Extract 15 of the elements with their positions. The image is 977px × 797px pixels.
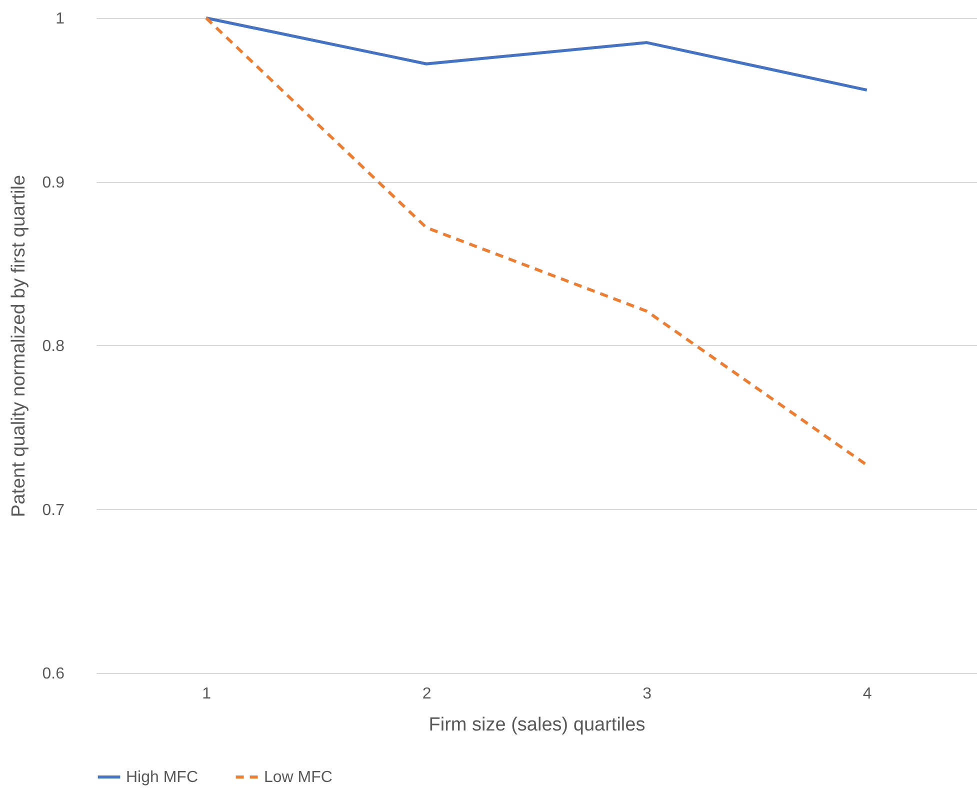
y-tick-label: 1 <box>56 10 65 28</box>
y-axis-title: Patent quality normalized by first quartile <box>8 174 30 518</box>
legend-label: Low MFC <box>264 769 332 786</box>
y-tick-label: 0.9 <box>42 174 65 192</box>
y-tick-label: 0.6 <box>42 666 65 682</box>
x-tick-label: 3 <box>642 686 652 702</box>
x-tick-label: 2 <box>422 686 432 702</box>
legend-label: High MFC <box>126 769 198 786</box>
y-tick-label: 0.7 <box>42 502 65 519</box>
y-tick-label: 0.8 <box>42 338 65 355</box>
x-tick-label: 1 <box>202 686 212 702</box>
x-tick-label: 4 <box>862 686 872 702</box>
line-series <box>204 16 868 467</box>
x-axis-title: Firm size (sales) quartiles <box>428 714 646 736</box>
line-series <box>204 16 868 92</box>
